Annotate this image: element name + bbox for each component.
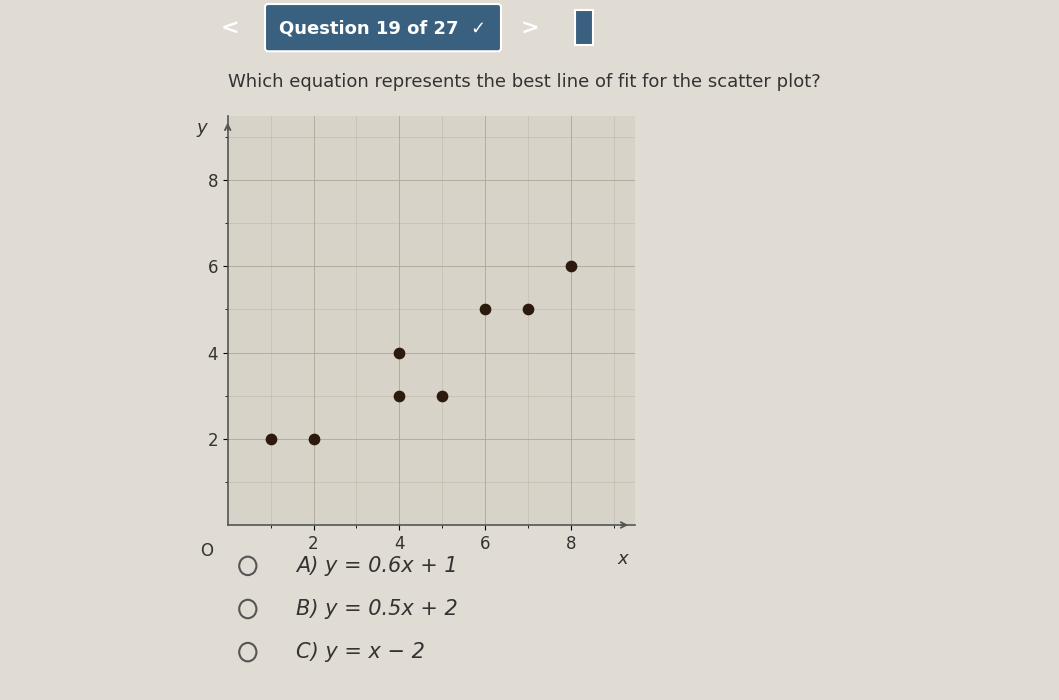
Text: O: O bbox=[200, 542, 213, 560]
Point bbox=[520, 304, 537, 315]
Text: A) y = 0.6x + 1: A) y = 0.6x + 1 bbox=[297, 556, 457, 576]
Point bbox=[434, 390, 451, 401]
Text: x: x bbox=[617, 550, 628, 568]
Text: y: y bbox=[197, 120, 208, 137]
Text: B) y = 0.5x + 2: B) y = 0.5x + 2 bbox=[297, 599, 457, 619]
Text: >: > bbox=[521, 18, 539, 38]
Point bbox=[263, 433, 280, 444]
Point bbox=[477, 304, 493, 315]
Point bbox=[391, 390, 408, 401]
Point bbox=[391, 347, 408, 358]
Point bbox=[305, 433, 322, 444]
FancyBboxPatch shape bbox=[575, 10, 593, 46]
Text: Question 19 of 27  ✓: Question 19 of 27 ✓ bbox=[280, 19, 486, 37]
Point bbox=[562, 261, 579, 272]
Text: C) y = x − 2: C) y = x − 2 bbox=[297, 642, 425, 662]
FancyBboxPatch shape bbox=[265, 4, 501, 51]
Text: <: < bbox=[220, 18, 239, 38]
Text: Which equation represents the best line of fit for the scatter plot?: Which equation represents the best line … bbox=[228, 74, 821, 91]
